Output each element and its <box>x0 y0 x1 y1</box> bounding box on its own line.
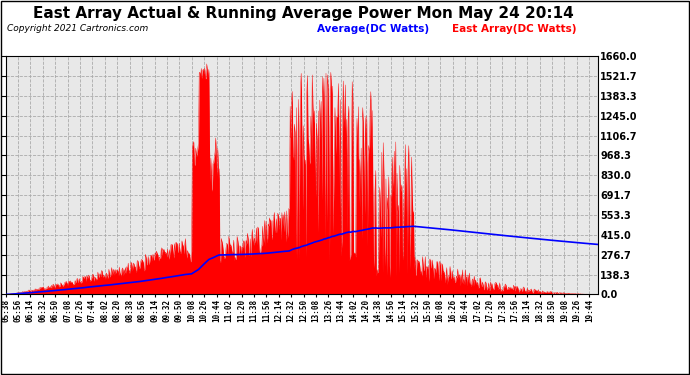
Text: Average(DC Watts): Average(DC Watts) <box>317 24 429 34</box>
Text: East Array Actual & Running Average Power Mon May 24 20:14: East Array Actual & Running Average Powe… <box>33 6 574 21</box>
Text: East Array(DC Watts): East Array(DC Watts) <box>452 24 576 34</box>
Text: Copyright 2021 Cartronics.com: Copyright 2021 Cartronics.com <box>7 24 148 33</box>
